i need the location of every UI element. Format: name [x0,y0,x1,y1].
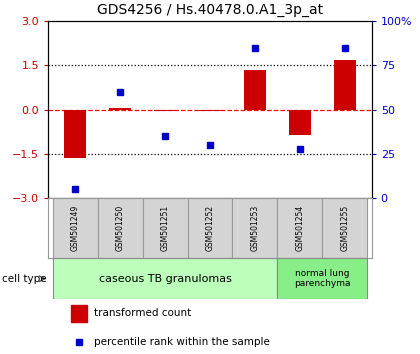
Text: GSM501254: GSM501254 [295,205,304,251]
Bar [277,198,322,258]
Text: GSM501252: GSM501252 [205,205,215,251]
Text: cell type: cell type [2,274,47,284]
Bar [244,70,266,110]
Bar [109,108,131,110]
Text: caseous TB granulomas: caseous TB granulomas [99,274,231,284]
Text: GSM501251: GSM501251 [160,205,170,251]
Text: normal lung
parenchyma: normal lung parenchyma [294,269,351,289]
Bar [98,198,143,258]
Bar [188,198,232,258]
Bar [199,110,221,111]
Bar [154,110,176,111]
Bar [277,258,367,299]
Text: transformed count: transformed count [94,308,192,318]
Text: GSM501250: GSM501250 [116,205,125,251]
Text: GSM501253: GSM501253 [250,205,260,251]
Title: GDS4256 / Hs.40478.0.A1_3p_at: GDS4256 / Hs.40478.0.A1_3p_at [97,4,323,17]
Text: percentile rank within the sample: percentile rank within the sample [94,337,270,347]
Bar [53,198,98,258]
Text: GSM501249: GSM501249 [71,205,80,251]
Text: GSM501255: GSM501255 [340,205,349,251]
Bar [322,198,367,258]
Bar [333,59,356,110]
Bar [143,198,188,258]
Bar [71,304,87,322]
Bar [53,258,277,299]
Bar [232,198,277,258]
Bar [289,110,311,135]
Bar [64,110,87,159]
